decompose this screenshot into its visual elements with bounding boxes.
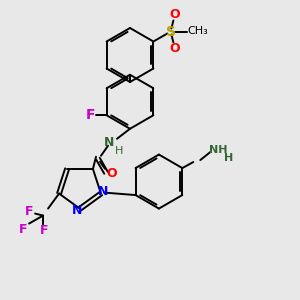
- Text: H: H: [115, 146, 123, 156]
- Text: H: H: [224, 153, 233, 163]
- Text: F: F: [40, 224, 48, 237]
- Text: F: F: [19, 223, 27, 236]
- Text: O: O: [169, 8, 180, 21]
- Text: S: S: [167, 25, 176, 38]
- Text: CH₃: CH₃: [187, 26, 208, 37]
- Text: O: O: [107, 167, 117, 180]
- Text: F: F: [25, 205, 33, 218]
- Text: N: N: [98, 185, 108, 198]
- Text: NH: NH: [209, 145, 228, 155]
- Text: F: F: [86, 108, 95, 122]
- Text: N: N: [104, 136, 114, 149]
- Text: O: O: [169, 42, 180, 55]
- Text: N: N: [72, 204, 82, 217]
